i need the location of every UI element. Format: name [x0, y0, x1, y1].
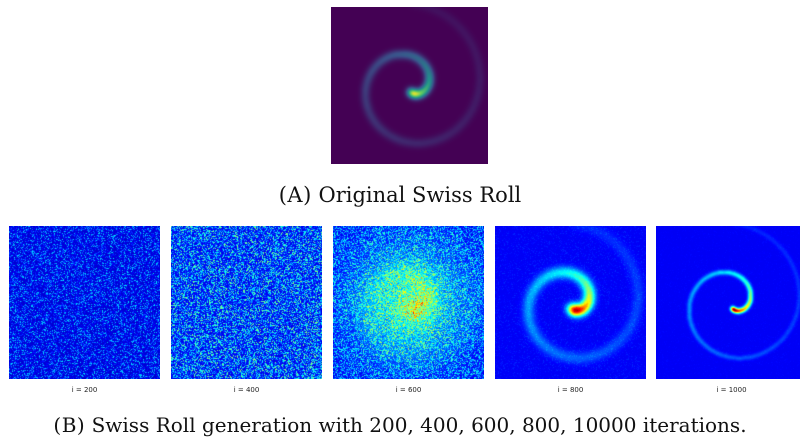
generation-panel-600: [333, 226, 484, 379]
caption-a-label: (A): [278, 183, 312, 207]
caption-a: (A) Original Swiss Roll: [0, 183, 800, 207]
iteration-label-200: i = 200: [71, 386, 98, 394]
iteration-label-400: i = 400: [233, 386, 260, 394]
original-swiss-roll-canvas: [331, 7, 488, 164]
generation-canvas-600: [333, 226, 484, 379]
original-swiss-roll-image: [331, 7, 488, 164]
generation-canvas-1000: [656, 226, 800, 379]
generation-canvas-800: [495, 226, 646, 379]
generation-panel-800: [495, 226, 646, 379]
generation-panel-400: [171, 226, 322, 379]
iteration-label-1000: i = 1000: [716, 386, 747, 394]
caption-b-text: Swiss Roll generation with 200, 400, 600…: [91, 413, 747, 437]
generation-canvas-200: [9, 226, 160, 379]
caption-b-label: (B): [53, 413, 86, 437]
iteration-label-800: i = 800: [557, 386, 584, 394]
generation-panel-1000: [656, 226, 800, 379]
generation-canvas-400: [171, 226, 322, 379]
caption-a-text: Original Swiss Roll: [318, 183, 522, 207]
iteration-label-600: i = 600: [395, 386, 422, 394]
caption-b: (B) Swiss Roll generation with 200, 400,…: [0, 413, 800, 437]
generation-panel-200: [9, 226, 160, 379]
